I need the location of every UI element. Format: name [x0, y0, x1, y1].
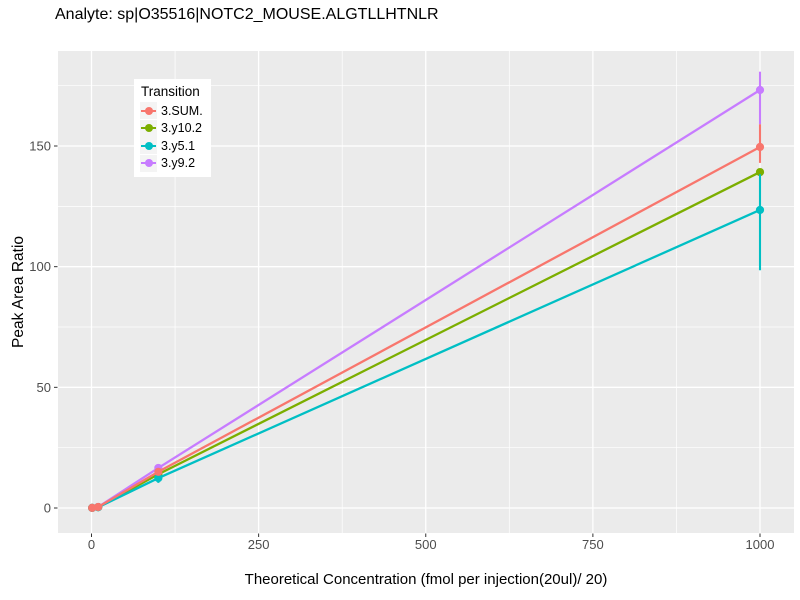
- legend-key-y9-2-icon: [140, 154, 157, 172]
- y-tick-label: 50: [37, 380, 51, 395]
- legend-label-y10-2: 3.y10.2: [161, 121, 203, 136]
- x-axis-title: Theoretical Concentration (fmol per inje…: [244, 571, 608, 588]
- data-point-3.y5.1: [154, 473, 163, 483]
- data-point-3.y5.1: [755, 205, 765, 215]
- plot-title: Analyte: sp|O35516|NOTC2_MOUSE.ALGTLLHTN…: [55, 6, 439, 23]
- legend-key-sum-icon: [140, 102, 157, 120]
- x-tick-label: 0: [88, 537, 95, 552]
- y-tick-label: 0: [44, 501, 51, 516]
- legend-title: Transition: [141, 84, 200, 99]
- legend-item-y5-1: 3.y5.1: [140, 137, 203, 155]
- legend-key-y5-1-icon: [140, 137, 157, 155]
- x-tick-label: 500: [415, 537, 437, 552]
- y-tick-label: 150: [29, 139, 51, 154]
- data-point-3.SUM.: [94, 502, 103, 512]
- legend-label-y5-1: 3.y5.1: [161, 138, 196, 153]
- y-axis-title: Peak Area Ratio: [10, 236, 27, 349]
- legend: Transition 3.SUM. 3.y10.2 3.y5.1 3.y9.2: [134, 79, 211, 177]
- legend-item-y9-2: 3.y9.2: [140, 154, 203, 173]
- data-point-3.y10.2: [755, 167, 765, 177]
- data-point-3.SUM.: [755, 142, 765, 152]
- data-point-3.y9.2: [755, 85, 765, 95]
- legend-item-sum: 3.SUM.: [140, 102, 203, 120]
- y-tick-label: 100: [29, 259, 51, 274]
- legend-key-y10-2-icon: [140, 119, 157, 137]
- legend-label-y9-2: 3.y9.2: [161, 156, 196, 171]
- x-tick-label: 750: [582, 537, 604, 552]
- x-tick-label: 1000: [746, 537, 775, 552]
- data-point-3.SUM.: [154, 467, 163, 476]
- legend-label-sum: 3.SUM.: [161, 103, 203, 118]
- data-point-3.SUM.: [88, 503, 97, 512]
- x-tick-label: 250: [248, 537, 270, 552]
- legend-item-y10-2: 3.y10.2: [140, 119, 203, 138]
